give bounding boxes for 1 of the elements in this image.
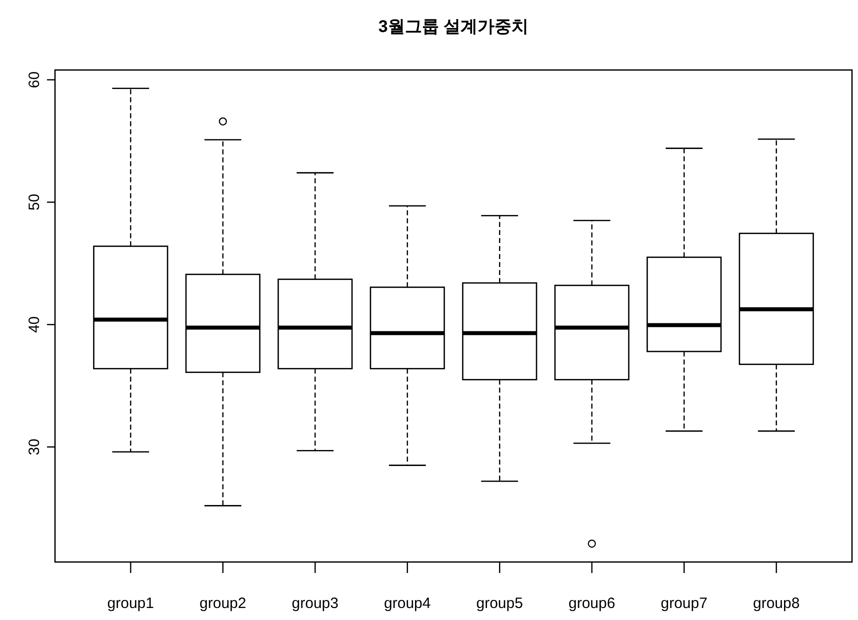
title: 3월그룹 설계가중치: [378, 17, 529, 36]
